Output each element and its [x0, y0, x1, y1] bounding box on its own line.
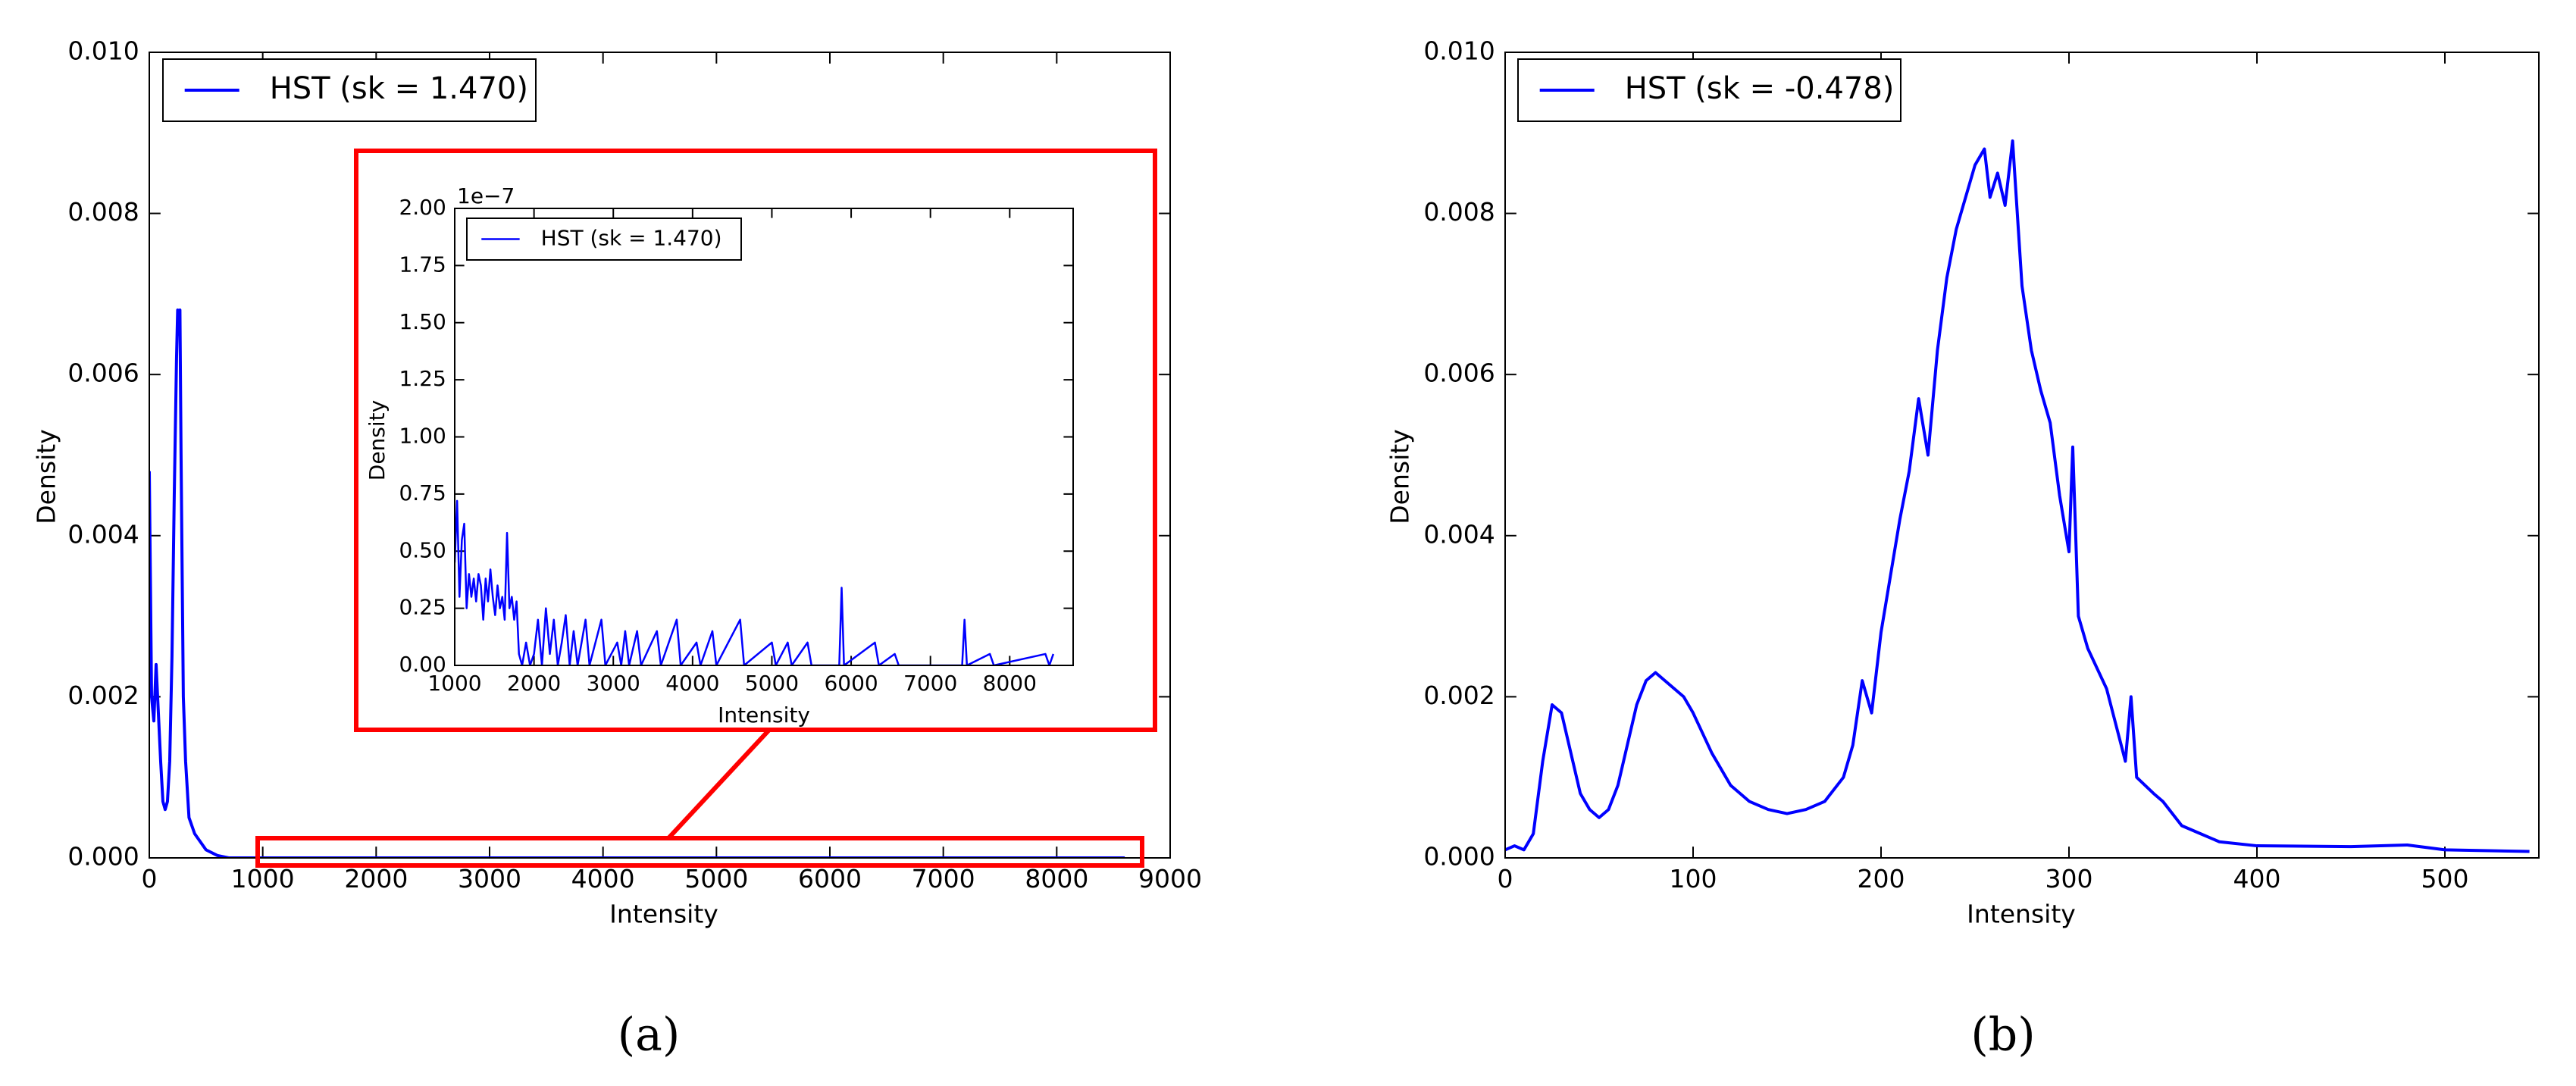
y-axis-label: Density — [365, 400, 390, 480]
x-tick-label: 2000 — [507, 671, 561, 696]
x-tick-label: 5000 — [684, 864, 748, 894]
x-tick-label: 7000 — [903, 671, 957, 696]
y-axis-label: Density — [1385, 429, 1415, 524]
x-tick-label: 3000 — [458, 864, 521, 894]
offset-text: 1e−7 — [457, 183, 515, 208]
y-tick-label: 0.010 — [67, 36, 139, 66]
y-tick-label: 0.006 — [1423, 358, 1495, 388]
y-tick-label: 0.004 — [67, 519, 139, 549]
x-tick-label: 0 — [142, 864, 158, 894]
data-layer — [455, 499, 1055, 665]
data-line — [149, 308, 1125, 858]
y-tick-label: 0.002 — [1423, 681, 1495, 710]
legend-label: HST (sk = -0.478) — [1625, 71, 1895, 106]
x-tick-label: 100 — [1670, 864, 1717, 894]
legend: HST (sk = 1.470) — [162, 58, 537, 122]
x-tick-label: 6000 — [824, 671, 878, 696]
x-tick-label: 1000 — [231, 864, 295, 894]
y-tick-label: 0.004 — [1423, 519, 1495, 549]
plot-frame — [454, 208, 1074, 666]
x-tick-label: 300 — [2045, 864, 2093, 894]
caption: (a) — [618, 1009, 681, 1062]
x-axis-label: Intensity — [1967, 900, 2076, 929]
x-tick-label: 7000 — [912, 864, 975, 894]
x-tick-label: 200 — [1858, 864, 1905, 894]
x-tick-label: 4000 — [571, 864, 635, 894]
x-tick-label: 6000 — [798, 864, 862, 894]
data-layer — [149, 308, 1125, 858]
y-tick-label: 1.75 — [399, 252, 446, 277]
x-axis-label: Intensity — [609, 900, 718, 929]
y-tick-label: 0.00 — [399, 652, 446, 677]
x-tick-label: 5000 — [745, 671, 799, 696]
x-tick-label: 9000 — [1138, 864, 1202, 894]
legend: HST (sk = -0.478) — [1517, 58, 1901, 122]
y-tick-label: 1.25 — [399, 366, 446, 391]
plot-area — [455, 208, 1073, 665]
y-tick-label: 0.008 — [67, 197, 139, 227]
caption: (b) — [1970, 1009, 2035, 1062]
legend-label: HST (sk = 1.470) — [270, 71, 528, 106]
zoom-region — [255, 836, 1144, 868]
x-tick-label: 400 — [2233, 864, 2281, 894]
y-tick-label: 1.00 — [399, 424, 446, 449]
y-tick-label: 0.000 — [67, 842, 139, 872]
x-axis-label: Intensity — [718, 703, 810, 728]
x-tick-label: 2000 — [344, 864, 408, 894]
zoom-connector — [666, 728, 772, 840]
y-tick-label: 0.008 — [1423, 197, 1495, 227]
data-line — [1505, 139, 2530, 853]
y-tick-label: 0.006 — [67, 358, 139, 388]
x-tick-label: 4000 — [665, 671, 719, 696]
x-tick-label: 500 — [2421, 864, 2469, 894]
x-tick-label: 3000 — [587, 671, 640, 696]
y-axis-label: Density — [32, 429, 61, 524]
panel-b: 0 100 200 300 400 500 0.000 0.002 0.004 0.006 0.00… — [1385, 36, 2540, 1062]
legend-label: HST (sk = 1.470) — [541, 226, 722, 251]
data-layer — [1505, 139, 2530, 853]
y-tick-label: 1.50 — [399, 309, 446, 334]
y-tick-label: 0.002 — [67, 681, 139, 710]
plot-area — [1505, 52, 2539, 858]
inset: 1000 2000 3000 4000 5000 6000 7000 8000 0.00 0.25… — [365, 183, 1074, 728]
y-tick-label: 0.25 — [399, 595, 446, 620]
plot-frame — [149, 52, 1171, 859]
legend: HST (sk = 1.470) — [466, 218, 742, 261]
y-tick-label: 2.00 — [399, 195, 446, 220]
x-tick-label: 0 — [1498, 864, 1513, 894]
y-tick-label: 0.75 — [399, 480, 446, 505]
x-tick-label: 8000 — [1025, 864, 1088, 894]
plot-frame — [1504, 52, 2540, 859]
x-tick-label: 8000 — [983, 671, 1037, 696]
y-tick-label: 0.000 — [1423, 842, 1495, 872]
data-line — [455, 499, 1055, 665]
y-tick-label: 0.010 — [1423, 36, 1495, 66]
y-tick-label: 0.50 — [399, 537, 446, 562]
x-tick-label: 1000 — [427, 671, 481, 696]
